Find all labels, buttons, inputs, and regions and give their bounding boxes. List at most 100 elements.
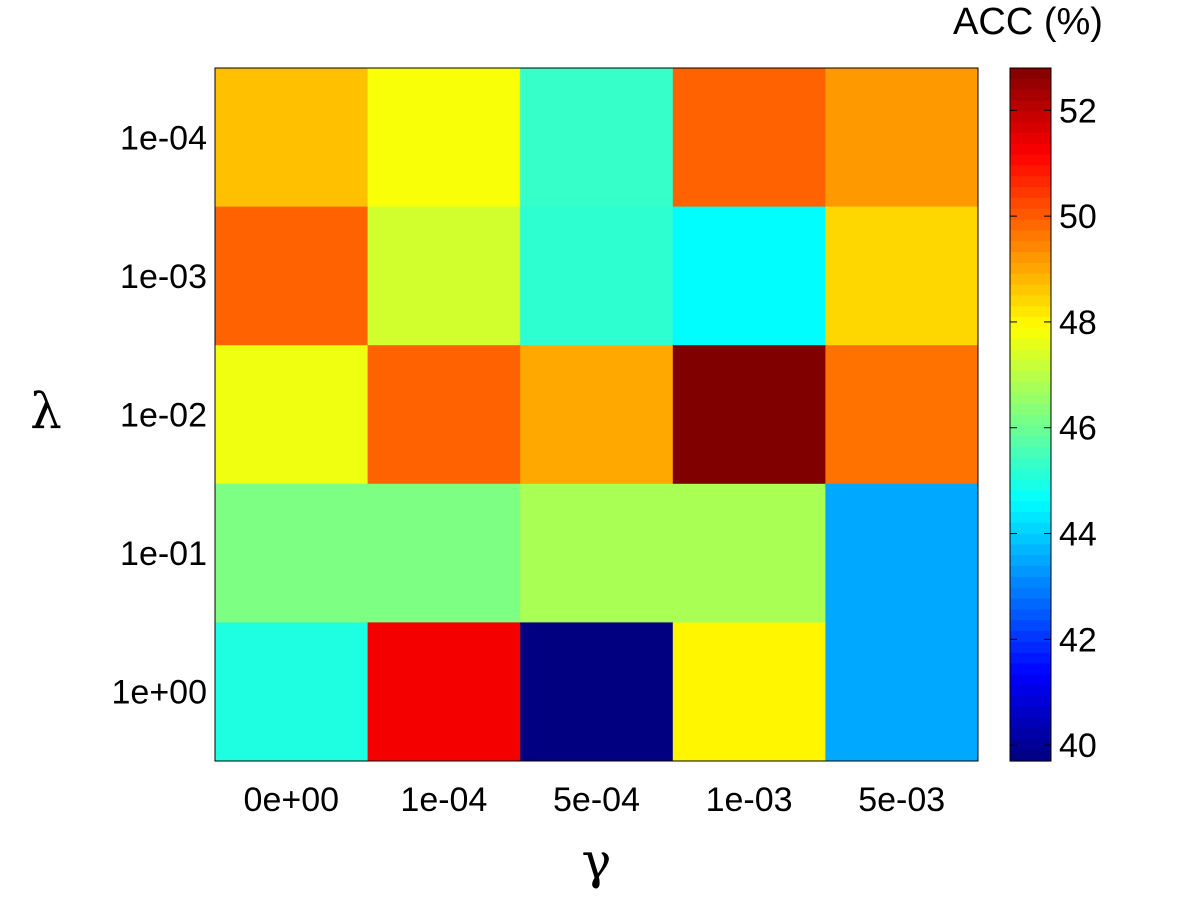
- colorbar-segment: [1010, 663, 1051, 675]
- colorbar-tick-label: 40: [1059, 727, 1097, 765]
- colorbar-segment: [1010, 490, 1051, 502]
- colorbar-segment: [1010, 208, 1051, 221]
- colorbar-segment: [1010, 262, 1051, 275]
- colorbar-segment: [1010, 479, 1051, 491]
- colorbar-segment: [1010, 425, 1051, 437]
- colorbar-segment: [1010, 641, 1051, 654]
- heatmap-cell: [825, 483, 979, 623]
- colorbar-segment: [1010, 360, 1051, 372]
- colorbar-segment: [1010, 349, 1051, 361]
- heatmap-cell: [215, 206, 369, 346]
- colorbar-segment: [1010, 68, 1051, 80]
- colorbar-segment: [1010, 587, 1051, 600]
- colorbar-segment: [1010, 717, 1051, 730]
- colorbar-segment: [1010, 230, 1051, 242]
- colorbar-tick-label: 50: [1059, 198, 1097, 236]
- x-tick-labels: 0e+00 1e-04 5e-04 1e-03 5e-03: [244, 781, 946, 819]
- y-tick-label: 1e-04: [120, 119, 207, 157]
- colorbar-segment: [1010, 706, 1051, 719]
- x-tick-label: 1e-03: [706, 781, 793, 819]
- heatmap-cell: [825, 206, 979, 346]
- x-tick-label: 1e-04: [400, 781, 487, 819]
- colorbar-segment: [1010, 457, 1051, 470]
- colorbar-segment: [1010, 295, 1051, 307]
- colorbar-segment: [1010, 436, 1051, 448]
- heatmap-cell: [672, 622, 826, 762]
- heatmap-cell: [367, 68, 521, 208]
- x-axis-label: γ: [582, 832, 612, 890]
- y-tick-labels: 1e-04 1e-03 1e-02 1e-01 1e+00: [112, 119, 208, 711]
- colorbar-segment: [1010, 382, 1051, 394]
- colorbar-segment: [1010, 750, 1051, 762]
- colorbar-segment: [1010, 306, 1051, 318]
- y-tick-label: 1e+00: [112, 674, 208, 712]
- colorbar-segment: [1010, 555, 1051, 567]
- colorbar-segment: [1010, 111, 1051, 123]
- colorbar-segment: [1010, 728, 1051, 740]
- x-tick-label: 5e-03: [858, 781, 945, 819]
- colorbar-tick-label: 46: [1059, 410, 1097, 448]
- colorbar-segment: [1010, 566, 1051, 578]
- colorbar-segment: [1010, 273, 1051, 286]
- colorbar-segment: [1010, 143, 1051, 156]
- colorbar-segment: [1010, 252, 1051, 264]
- heatmap-cell: [825, 68, 979, 208]
- colorbar-segment: [1010, 501, 1051, 513]
- colorbar-segment: [1010, 511, 1051, 524]
- heatmap-cell: [825, 345, 979, 485]
- colorbar-segment: [1010, 219, 1051, 232]
- colorbar-segment: [1010, 338, 1051, 351]
- heatmap-cell: [672, 483, 826, 623]
- colorbar-segment: [1010, 89, 1051, 102]
- heatmap-cell: [520, 622, 674, 762]
- colorbar-segment: [1010, 696, 1051, 708]
- colorbar-frame: [1009, 67, 1052, 762]
- heatmap-cell: [215, 68, 369, 208]
- colorbar-segment: [1010, 739, 1051, 751]
- colorbar-segment: [1010, 317, 1051, 329]
- colorbar-segment: [1010, 652, 1051, 665]
- heatmap-cell: [215, 483, 369, 623]
- colorbar-segment: [1010, 176, 1051, 188]
- colorbar-segment: [1010, 241, 1051, 253]
- colorbar-segment: [1010, 392, 1051, 405]
- colorbar-tick-label: 48: [1059, 304, 1097, 342]
- colorbar-tick-label: 44: [1059, 516, 1097, 554]
- colorbar-tick-labels: 40 42 44 46 48 50 52: [1010, 92, 1097, 765]
- colorbar-segment: [1010, 533, 1051, 546]
- heatmap-cell: [520, 345, 674, 485]
- plot-frame: [214, 67, 979, 762]
- heatmap-cell: [367, 483, 521, 623]
- colorbar-segment: [1010, 187, 1051, 199]
- colorbar-segment: [1010, 446, 1051, 459]
- heatmap-cell: [825, 622, 979, 762]
- heatmap-cell: [672, 68, 826, 208]
- colorbar-segment: [1010, 620, 1051, 632]
- colorbar-segment: [1010, 122, 1051, 134]
- colorbar: [1010, 68, 1051, 762]
- colorbar-tick-label: 42: [1059, 621, 1097, 659]
- y-axis-label: λ: [30, 383, 62, 441]
- heatmap-cell: [367, 206, 521, 346]
- heatmap-cell: [672, 345, 826, 485]
- heatmap-cell: [672, 206, 826, 346]
- heatmap-cell: [367, 345, 521, 485]
- colorbar-title: ACC (%): [953, 1, 1103, 43]
- heatmap-cell: [367, 622, 521, 762]
- colorbar-segment: [1010, 414, 1051, 426]
- colorbar-segment: [1010, 154, 1051, 167]
- heatmap-cells: [215, 68, 979, 762]
- colorbar-segment: [1010, 609, 1051, 621]
- heatmap-cell: [520, 68, 674, 208]
- colorbar-segment: [1010, 371, 1051, 383]
- x-tick-label: 0e+00: [244, 781, 340, 819]
- colorbar-segment: [1010, 522, 1051, 535]
- colorbar-segment: [1010, 197, 1051, 210]
- colorbar-segment: [1010, 100, 1051, 112]
- colorbar-segment: [1010, 284, 1051, 296]
- heatmap-cell: [215, 622, 369, 762]
- colorbar-segment: [1010, 132, 1051, 145]
- colorbar-segment: [1010, 403, 1051, 416]
- heatmap-cell: [520, 483, 674, 623]
